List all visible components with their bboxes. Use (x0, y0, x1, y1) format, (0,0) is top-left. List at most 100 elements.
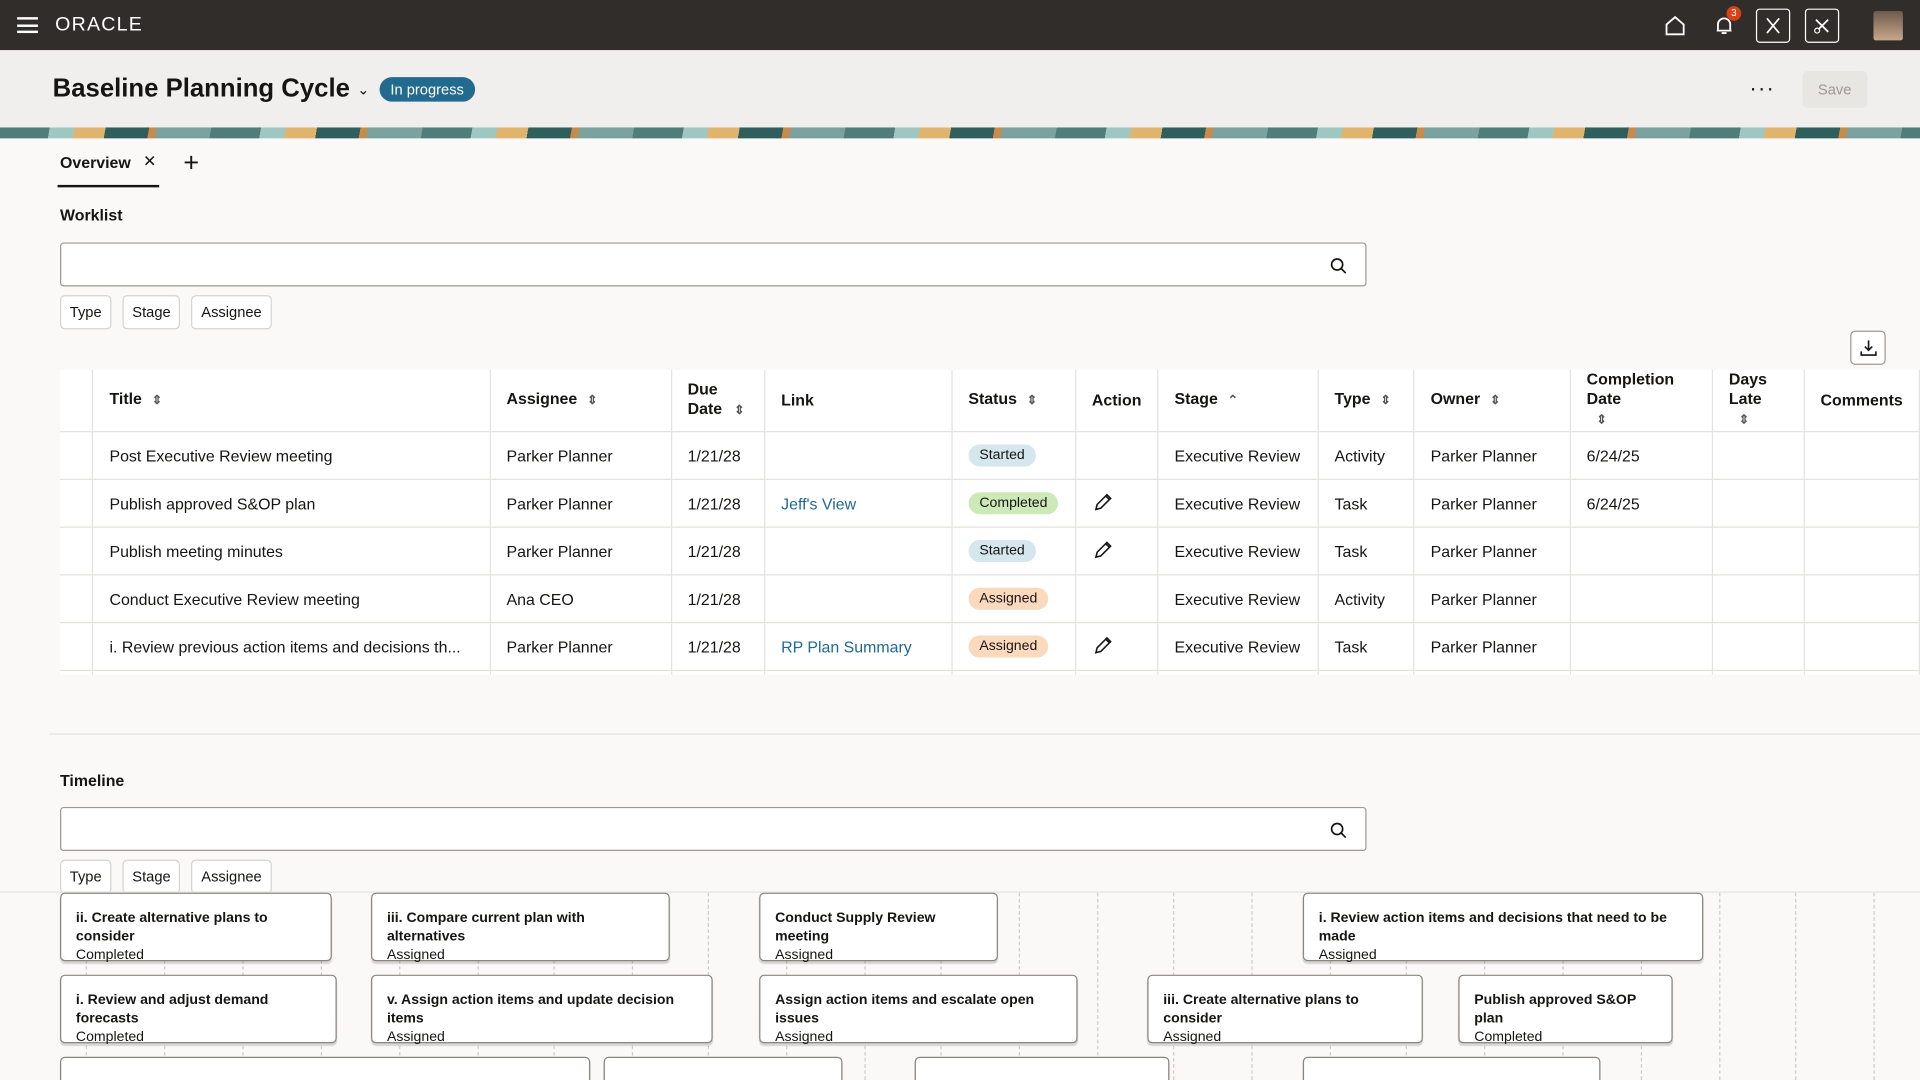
column-header-days-late[interactable]: Days Late ⇕ (1712, 369, 1805, 433)
column-label: Status (968, 389, 1017, 408)
filter-chip-type[interactable]: Type (60, 859, 112, 894)
search-icon[interactable] (1321, 813, 1355, 847)
tab-overview[interactable]: Overview ✕ (57, 138, 159, 188)
column-header-stage[interactable]: Stage ⌃ (1157, 369, 1319, 433)
download-button[interactable] (1850, 330, 1886, 365)
column-header-action[interactable]: Action (1075, 369, 1159, 433)
cell-link (764, 527, 953, 576)
column-label: Owner (1430, 389, 1481, 408)
edit-pencil-icon[interactable] (1092, 540, 1114, 564)
column-header-assignee[interactable]: Assignee ⇕ (489, 369, 672, 433)
link[interactable]: RP Plan Summary (781, 637, 912, 656)
sort-icon[interactable]: ⇕ (1596, 413, 1607, 428)
more-options-icon[interactable]: ··· (1749, 75, 1776, 101)
table-row[interactable] (60, 670, 1920, 675)
row-selector[interactable] (60, 622, 94, 672)
column-header-due-date[interactable]: Due Date ⇕ (671, 369, 766, 433)
cell-action (1075, 527, 1159, 576)
row-selector[interactable] (60, 574, 94, 624)
close-icon[interactable]: ✕ (143, 151, 157, 171)
cell-due: 1/21/28 (671, 574, 766, 624)
sort-ascending-icon[interactable]: ⌃ (1227, 394, 1238, 408)
column-header-status[interactable]: Status ⇕ (951, 369, 1076, 433)
column-header-title[interactable]: Title ⇕ (92, 369, 491, 433)
add-tab-button[interactable]: + (183, 146, 200, 178)
sort-icon[interactable]: ⇕ (1489, 394, 1501, 408)
filter-chip-stage[interactable]: Stage (122, 859, 181, 894)
filter-chip-type[interactable]: Type (60, 295, 112, 330)
tools-icon[interactable] (1755, 7, 1791, 43)
home-icon[interactable] (1658, 8, 1692, 42)
cell-status: Assigned (951, 574, 1076, 624)
edit-pencil-icon[interactable] (1092, 492, 1114, 516)
column-header-link[interactable]: Link (764, 369, 953, 433)
card-title: iii. Create alternative plans to conside… (1163, 993, 1359, 1027)
timeline-card[interactable]: v. Assign action items and update decisi… (371, 974, 713, 1044)
timeline-card[interactable] (60, 1056, 591, 1080)
column-header-type[interactable]: Type ⇕ (1318, 369, 1415, 433)
card-title: i. Review and adjust demand forecasts (75, 993, 269, 1027)
cell-comments (1803, 670, 1920, 675)
cell-completion (1570, 527, 1713, 576)
timeline-card[interactable] (1302, 1056, 1601, 1080)
filter-chip-assignee[interactable]: Assignee (191, 859, 272, 894)
cell-link: Jeff's View (764, 479, 953, 528)
chevron-down-icon[interactable]: ⌄ (357, 80, 370, 98)
menu-icon[interactable] (17, 17, 38, 34)
cell-action (1075, 670, 1159, 675)
cell-days (1712, 622, 1805, 672)
timeline-card[interactable]: ii. Create alternative plans to consider… (60, 892, 332, 962)
timeline-card[interactable]: i. Review and adjust demand forecasts Com… (60, 974, 337, 1044)
user-avatar[interactable] (1873, 10, 1903, 40)
table-row[interactable]: Post Executive Review meeting Parker Plan… (60, 431, 1920, 481)
cell-action (1075, 431, 1159, 481)
cell-type: Task (1318, 527, 1415, 576)
timeline-card[interactable] (914, 1056, 1170, 1080)
timeline-card[interactable]: iii. Compare current plan with alternati… (371, 892, 670, 962)
cell-comments (1803, 622, 1920, 672)
row-selector[interactable] (60, 431, 94, 481)
notifications-bell-icon[interactable]: 3 (1707, 5, 1742, 42)
row-selector[interactable] (60, 479, 94, 528)
cell-status: Started (951, 527, 1076, 576)
top-bar: ORACLE 3 (0, 0, 1920, 51)
scissors-icon[interactable] (1804, 7, 1840, 43)
sort-icon[interactable]: ⇕ (1380, 394, 1391, 408)
timeline-search-input[interactable] (60, 806, 1367, 852)
page-title: Baseline Planning Cycle (52, 74, 350, 103)
cell-stage: Executive Review (1157, 479, 1319, 528)
timeline-card[interactable]: Conduct Supply Review meeting Assigned (759, 892, 998, 962)
cell-stage: Executive Review (1157, 431, 1319, 481)
sort-icon[interactable]: ⇕ (1738, 413, 1749, 428)
table-row[interactable]: Publish meeting minutes Parker Planner 1/2… (60, 527, 1920, 576)
card-status: Assigned (775, 1029, 834, 1045)
cell-completion (1570, 574, 1713, 624)
timeline-card[interactable]: Publish approved S&OP plan Completed (1458, 974, 1673, 1044)
sort-icon[interactable]: ⇕ (734, 404, 745, 418)
filter-chip-stage[interactable]: Stage (122, 295, 181, 330)
timeline-card[interactable] (603, 1056, 843, 1080)
timeline-card[interactable]: iii. Create alternative plans to conside… (1147, 974, 1423, 1044)
sort-icon[interactable]: ⇕ (151, 394, 162, 408)
timeline-card[interactable]: Assign action items and escalate open is… (759, 974, 1078, 1045)
row-selector[interactable] (60, 527, 94, 576)
sort-icon[interactable]: ⇕ (587, 394, 598, 408)
column-header-completion-date[interactable]: Completion Date ⇕ (1570, 369, 1713, 433)
search-icon[interactable] (1321, 249, 1355, 283)
row-selector[interactable] (60, 670, 94, 675)
link[interactable]: Jeff's View (781, 494, 857, 513)
column-header-owner[interactable]: Owner ⇕ (1414, 369, 1571, 433)
save-button[interactable]: Save (1802, 70, 1868, 108)
table-row[interactable]: i. Review previous action items and deci… (60, 622, 1920, 672)
cell-assignee (489, 670, 672, 675)
worklist-search-input[interactable] (60, 242, 1367, 287)
table-row[interactable]: Publish approved S&OP plan Parker Planner… (60, 479, 1920, 528)
cell-type: Task (1318, 479, 1415, 528)
status-badge: Completed (968, 492, 1059, 515)
column-header-comments[interactable]: Comments (1803, 369, 1920, 433)
sort-icon[interactable]: ⇕ (1026, 394, 1038, 408)
timeline-card[interactable]: i. Review action items and decisions tha… (1302, 892, 1704, 962)
table-row[interactable]: Conduct Executive Review meeting Ana CEO 1… (60, 574, 1920, 624)
filter-chip-assignee[interactable]: Assignee (191, 295, 272, 330)
edit-pencil-icon[interactable] (1092, 636, 1114, 659)
